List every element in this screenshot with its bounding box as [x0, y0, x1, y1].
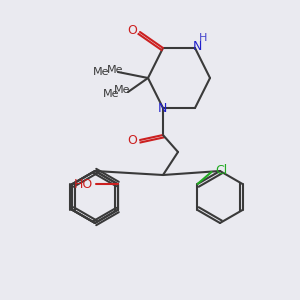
Text: N: N [192, 40, 202, 53]
Text: N: N [157, 103, 167, 116]
Text: Me: Me [103, 89, 119, 99]
Text: HO: HO [74, 178, 93, 190]
Text: Me: Me [107, 65, 123, 75]
Text: Me: Me [114, 85, 130, 95]
Text: Me: Me [92, 67, 109, 77]
Text: H: H [199, 33, 207, 43]
Text: O: O [127, 23, 137, 37]
Text: Cl: Cl [215, 164, 228, 176]
Text: O: O [127, 134, 137, 146]
